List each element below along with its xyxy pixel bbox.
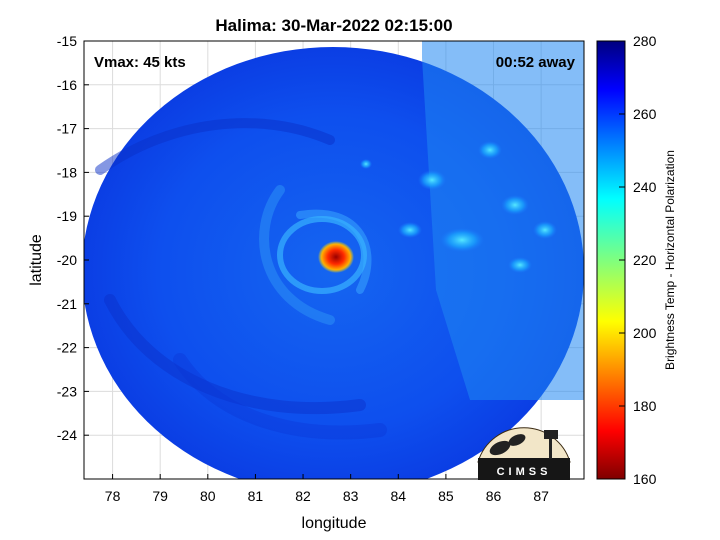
y-tick-label: -24 [57,427,77,443]
y-tick-label: -18 [57,164,77,180]
colorbar-tick-label: 260 [633,106,657,122]
logo-text: CIMSS [497,466,552,478]
y-axis-label: latitude [28,234,45,286]
x-tick-label: 82 [295,488,311,504]
eye-ring [277,216,367,294]
x-tick-label: 87 [533,488,549,504]
colorbar-tick-label: 240 [633,179,657,195]
x-tick-label: 83 [343,488,359,504]
y-tick-label: -20 [57,252,77,268]
time-away-annotation: 00:52 away [496,54,576,71]
convective-cell [533,221,557,239]
x-axis: 78 79 80 81 82 83 84 85 86 87 [105,474,549,504]
x-tick-label: 79 [152,488,168,504]
convective-cell [418,170,446,190]
y-tick-label: -21 [57,296,77,312]
convective-cell [440,228,484,252]
colorbar-tick-label: 220 [633,252,657,268]
y-tick-label: -19 [57,208,77,224]
x-axis-label: longitude [302,515,367,532]
x-tick-label: 80 [200,488,216,504]
y-axis: -15 -16 -17 -18 -19 -20 -21 -22 -23 -24 [57,33,89,443]
chart-title: Halima: 30-Mar-2022 02:15:00 [215,16,452,35]
x-tick-label: 84 [390,488,406,504]
colorbar-tick-label: 180 [633,398,657,414]
x-tick-label: 85 [438,488,454,504]
spiral-bands [95,118,387,440]
colorbar-ticks: 280 260 240 220 200 180 160 [619,33,657,487]
y-tick-label: -15 [57,33,77,49]
y-tick-label: -16 [57,77,77,93]
convective-cell [501,195,529,215]
x-tick-label: 78 [105,488,121,504]
y-tick-label: -17 [57,121,77,137]
convective-cell [478,141,502,159]
x-tick-label: 81 [248,488,264,504]
x-tick-label: 86 [486,488,502,504]
cimss-logo: CIMSS [477,427,571,480]
brightness-swath [84,41,584,479]
y-tick-label: -23 [57,383,77,399]
convective-cell [398,222,422,238]
convective-cell [508,257,532,273]
vmax-annotation: Vmax: 45 kts [94,54,186,71]
swath-second-pass [422,41,584,400]
colorbar-tick-label: 200 [633,325,657,341]
colorbar-tick-label: 280 [633,33,657,49]
colorbar-label: Brightness Temp - Horizontal Polarizatio… [663,150,677,370]
convective-cell [360,159,372,169]
eye-cold-core [318,241,354,273]
colorbar-tick-label: 160 [633,471,657,487]
y-tick-label: -22 [57,340,77,356]
